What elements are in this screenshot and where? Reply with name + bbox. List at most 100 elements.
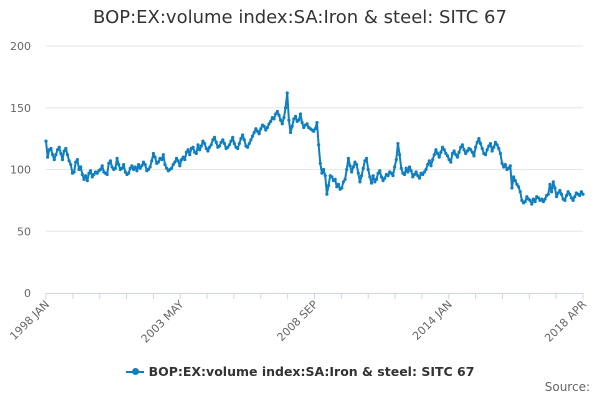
data-point[interactable] (437, 155, 441, 159)
data-point[interactable] (424, 167, 428, 172)
data-point[interactable] (564, 193, 569, 198)
data-point[interactable] (518, 190, 522, 194)
data-point[interactable] (219, 140, 223, 144)
data-point[interactable] (417, 176, 422, 180)
data-point[interactable] (394, 158, 398, 162)
data-point[interactable] (313, 127, 317, 131)
data-point[interactable] (516, 185, 521, 189)
data-point[interactable] (108, 159, 113, 163)
data-point[interactable] (315, 120, 319, 125)
data-point[interactable] (209, 143, 213, 147)
data-point[interactable] (100, 164, 104, 168)
data-point[interactable] (391, 174, 395, 178)
data-point[interactable] (165, 166, 169, 170)
data-point[interactable] (127, 171, 131, 175)
data-point[interactable] (536, 196, 540, 200)
data-point[interactable] (131, 167, 136, 172)
data-point[interactable] (252, 130, 256, 135)
data-point[interactable] (80, 172, 84, 177)
data-point[interactable] (409, 169, 413, 173)
data-point[interactable] (520, 198, 524, 202)
data-point[interactable] (178, 164, 182, 168)
data-point[interactable] (275, 109, 279, 114)
data-point[interactable] (474, 145, 478, 149)
data-point[interactable] (317, 143, 321, 147)
data-point[interactable] (82, 177, 86, 181)
data-point[interactable] (464, 151, 468, 156)
data-point[interactable] (107, 161, 111, 165)
data-point[interactable] (72, 170, 76, 174)
data-point[interactable] (455, 155, 460, 159)
data-point[interactable] (426, 162, 430, 167)
data-point[interactable] (201, 139, 205, 143)
data-point[interactable] (356, 171, 360, 175)
data-point[interactable] (363, 159, 367, 163)
data-point[interactable] (265, 125, 270, 130)
data-point[interactable] (361, 166, 365, 170)
data-point[interactable] (399, 166, 403, 170)
data-point[interactable] (49, 146, 53, 151)
data-point[interactable] (379, 175, 384, 179)
data-point[interactable] (541, 200, 545, 204)
data-point[interactable] (543, 197, 547, 201)
data-point[interactable] (449, 160, 453, 164)
data-point[interactable] (95, 171, 99, 175)
data-point[interactable] (445, 154, 450, 158)
data-point[interactable] (203, 141, 207, 146)
data-point[interactable] (487, 144, 491, 148)
data-point[interactable] (578, 193, 582, 198)
data-point[interactable] (287, 118, 291, 122)
data-point[interactable] (173, 160, 177, 164)
data-point[interactable] (146, 167, 151, 172)
data-point[interactable] (416, 174, 420, 178)
data-point[interactable] (198, 148, 202, 152)
data-point[interactable] (179, 158, 184, 162)
data-point[interactable] (371, 174, 375, 178)
data-point[interactable] (330, 175, 334, 179)
data-point[interactable] (434, 148, 438, 152)
data-point[interactable] (135, 169, 139, 173)
data-point[interactable] (528, 198, 532, 202)
data-point[interactable] (345, 167, 349, 172)
data-point[interactable] (402, 172, 407, 177)
data-point[interactable] (54, 153, 58, 157)
data-point[interactable] (551, 180, 555, 184)
data-point[interactable] (300, 120, 304, 125)
data-point[interactable] (414, 170, 418, 174)
data-point[interactable] (386, 174, 390, 178)
data-point[interactable] (130, 164, 134, 168)
data-point[interactable] (381, 179, 385, 183)
data-point[interactable] (98, 167, 103, 172)
data-point[interactable] (222, 141, 227, 146)
data-point[interactable] (46, 155, 50, 159)
data-point[interactable] (442, 148, 446, 152)
data-point[interactable] (406, 170, 410, 174)
data-point[interactable] (194, 151, 198, 156)
data-point[interactable] (566, 190, 570, 194)
data-point[interactable] (462, 148, 466, 152)
data-point[interactable] (447, 158, 451, 162)
data-point[interactable] (396, 141, 400, 146)
data-point[interactable] (333, 177, 337, 181)
data-point[interactable] (581, 192, 585, 196)
data-point[interactable] (336, 182, 341, 186)
data-point[interactable] (141, 160, 146, 164)
data-point[interactable] (378, 169, 382, 173)
data-point[interactable] (454, 153, 458, 157)
data-point[interactable] (556, 191, 560, 195)
data-point[interactable] (325, 192, 329, 196)
data-point[interactable] (279, 118, 283, 122)
data-point[interactable] (174, 156, 179, 160)
data-point[interactable] (374, 177, 379, 181)
data-point[interactable] (412, 172, 417, 177)
data-point[interactable] (554, 195, 559, 199)
data-point[interactable] (343, 177, 347, 181)
data-point[interactable] (239, 137, 243, 141)
data-point[interactable] (495, 143, 499, 147)
data-point[interactable] (368, 175, 372, 179)
data-point[interactable] (500, 161, 504, 165)
data-point[interactable] (569, 196, 574, 200)
data-point[interactable] (62, 149, 66, 153)
data-point[interactable] (389, 171, 393, 175)
data-point[interactable] (312, 129, 316, 133)
